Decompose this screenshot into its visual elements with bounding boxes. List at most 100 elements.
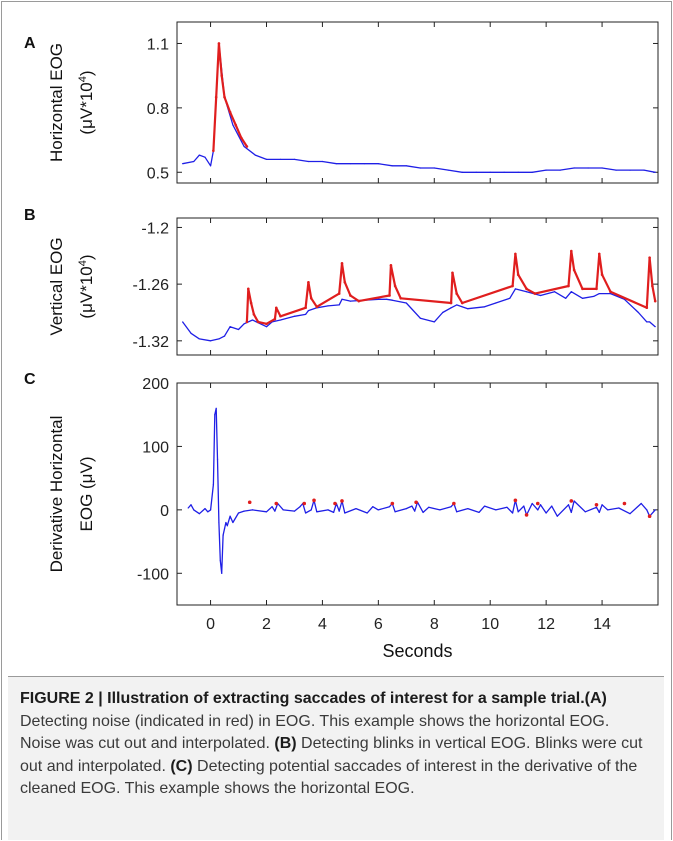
signal-point (212, 483, 214, 486)
saccade-marker (390, 501, 395, 506)
x-tick-label: 2 (262, 616, 271, 633)
signal-point (428, 506, 430, 508)
noise-point (645, 306, 649, 310)
signal-point (539, 294, 542, 297)
signal-point (265, 511, 268, 513)
noise-point (279, 314, 282, 318)
signal-point (484, 306, 486, 308)
panel-c: C 200 100 0 -100 Derivative Horizontal EOG (μV… (24, 371, 659, 606)
signal-point (305, 512, 307, 514)
saccade-marker (452, 501, 456, 506)
y-tick-label: 0.8 (147, 101, 169, 118)
signal-point (271, 506, 273, 508)
signal-point (523, 505, 525, 507)
signal-point (237, 328, 240, 331)
y-axis-unit-close: ) (77, 254, 96, 260)
signal-point (209, 340, 212, 342)
noise-point (581, 287, 584, 291)
signal-point (601, 167, 603, 169)
signal-point (293, 158, 296, 160)
panel-letter: B (24, 207, 36, 224)
saccade-marker (312, 498, 316, 503)
signal-point (433, 321, 435, 323)
figure-caption: FIGURE 2 | Illustration of extracting sa… (20, 688, 652, 801)
signal-point (215, 407, 217, 409)
noise-point (609, 290, 612, 293)
signal-point (305, 313, 307, 315)
caption-b-label: (B) (274, 735, 297, 752)
signal-point (307, 309, 310, 312)
signal-point (214, 414, 216, 416)
signal-point (377, 509, 379, 511)
signal-point (282, 509, 284, 511)
x-tick-label: 10 (481, 616, 499, 633)
noise-point (249, 301, 253, 305)
noise-point (274, 306, 278, 310)
signal-point (232, 521, 234, 524)
y-tick-label: -1.26 (133, 277, 170, 294)
signal-point (419, 317, 421, 319)
signal-point (509, 297, 511, 299)
saccade-marker (333, 501, 337, 506)
signal-point (265, 326, 268, 328)
signal-point (349, 163, 351, 165)
saccade-marker (535, 501, 540, 506)
signal-point (251, 319, 254, 321)
plot-frame (176, 21, 659, 184)
signal-series-line (182, 42, 656, 173)
signal-point (422, 511, 424, 513)
y-axis-label-units: EOG (μV) (77, 457, 96, 532)
y-tick-label: -1.32 (133, 334, 170, 351)
signal-point (279, 319, 282, 321)
signal-point (598, 292, 600, 295)
signal-point (565, 297, 567, 299)
signal-point (450, 506, 452, 508)
signal-point (439, 509, 441, 511)
signal-point (333, 511, 335, 513)
signal-point (618, 507, 620, 509)
y-axis-label-units: (μV*104) (77, 70, 96, 134)
signal-point (475, 171, 477, 173)
y-axis-label: Derivative Horizontal (47, 416, 66, 573)
noise-point (234, 123, 238, 127)
noise-point (212, 149, 215, 153)
noise-point (349, 294, 352, 297)
x-axis-label: Seconds (382, 641, 452, 661)
noise-point (252, 313, 256, 316)
signal-point (489, 171, 491, 173)
signal-point (646, 509, 648, 511)
signal-point (223, 528, 226, 530)
signal-point (545, 512, 547, 514)
signal-series-line (187, 407, 656, 574)
signal-point (461, 171, 463, 173)
noise-point (455, 292, 458, 295)
y-axis-unit-close: ) (77, 70, 96, 76)
signal-point (327, 305, 329, 307)
signal-point (254, 154, 256, 156)
signal-point (218, 338, 220, 340)
signal-point (226, 525, 228, 527)
signal-point (209, 509, 212, 511)
noise-point (597, 252, 601, 256)
signal-point (372, 506, 374, 508)
x-tick-label: 8 (430, 616, 439, 633)
signal-point (559, 169, 561, 171)
signal-point (517, 171, 519, 173)
signal-point (484, 505, 486, 507)
signal-point (419, 167, 421, 169)
signal-point (433, 167, 435, 169)
x-tick-label: 12 (537, 616, 555, 633)
noise-point (357, 299, 361, 303)
signal-point (654, 509, 656, 511)
signal-point (551, 505, 553, 507)
noise-point (514, 252, 517, 256)
y-axis-label: Horizontal EOG (47, 43, 66, 162)
y-axis-unit: (μV*10 (77, 82, 96, 134)
signal-point (442, 311, 444, 314)
y-axis-label-units: (μV*104) (77, 254, 96, 318)
signal-point (495, 509, 497, 511)
noise-point (653, 299, 657, 303)
noise-point (340, 262, 344, 265)
noise-point (223, 95, 226, 99)
signal-point (391, 165, 393, 167)
